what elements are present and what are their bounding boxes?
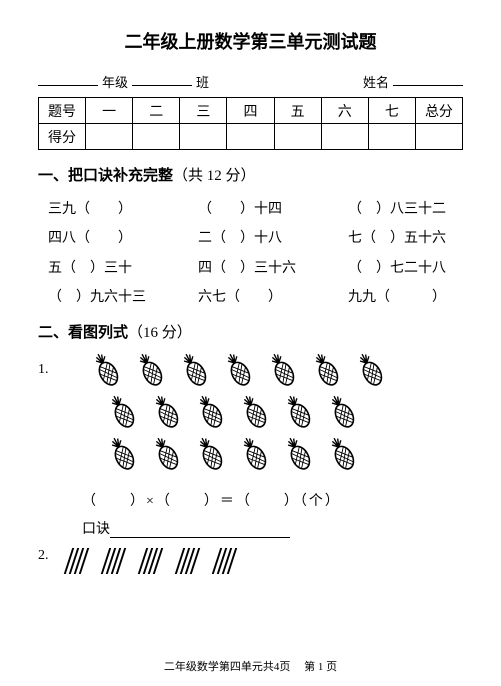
item2-label: 2. bbox=[38, 548, 62, 564]
q1-cell: （ ）九六十三 bbox=[48, 283, 198, 312]
section2-heading-bold: 二、看图列式 bbox=[38, 325, 128, 341]
pineapple-icon bbox=[240, 394, 270, 432]
footer-right: 第 1 页 bbox=[304, 661, 337, 673]
q1-cell: 四（ ）三十六 bbox=[198, 254, 348, 283]
cell bbox=[86, 124, 133, 150]
section1-heading: 一、把口诀补充完整（共 12 分） bbox=[38, 164, 463, 185]
pineapple-icon bbox=[224, 352, 254, 390]
section1-heading-rest: （共 12 分） bbox=[173, 168, 256, 184]
equation-line: （ ）×（ ）＝（ ）（个） bbox=[82, 490, 463, 510]
q1-cell: 六七（ ） bbox=[198, 283, 348, 312]
item1-row: 1. bbox=[38, 352, 463, 478]
pineapple-icon bbox=[268, 352, 298, 390]
name-blank bbox=[393, 72, 463, 86]
cell: 一 bbox=[86, 98, 133, 124]
cell bbox=[180, 124, 227, 150]
cell bbox=[368, 124, 415, 150]
q1-cell: 九九（ ） bbox=[348, 283, 463, 312]
table-row: 得分 bbox=[39, 124, 463, 150]
koujue-line: 口诀 bbox=[82, 518, 463, 538]
pineapple-icon bbox=[180, 352, 210, 390]
pineapple-icon bbox=[240, 436, 270, 474]
item2-row: 2. bbox=[38, 548, 463, 574]
pineapple-icon bbox=[196, 436, 226, 474]
pineapple-icon bbox=[152, 394, 182, 432]
sticks-figure bbox=[68, 548, 233, 574]
page-footer: 二年级数学第四单元共4页 第 1 页 bbox=[0, 658, 501, 674]
page-title: 二年级上册数学第三单元测试题 bbox=[38, 28, 463, 54]
q1-cell: 四八（ ） bbox=[48, 224, 198, 253]
pineapple-icon bbox=[328, 394, 358, 432]
pineapple-row bbox=[108, 436, 463, 474]
section2-heading-rest: （16 分） bbox=[128, 325, 192, 341]
q1-cell: 三九（ ） bbox=[48, 195, 198, 224]
table-row: 题号 一 二 三 四 五 六 七 总分 bbox=[39, 98, 463, 124]
cell bbox=[415, 124, 462, 150]
q1-cell: 五（ ）三十 bbox=[48, 254, 198, 283]
stick-group bbox=[68, 548, 85, 574]
class-label: 班 bbox=[196, 72, 209, 91]
section2-heading: 二、看图列式（16 分） bbox=[38, 321, 463, 342]
cell: 题号 bbox=[39, 98, 86, 124]
q1-cell: 二（ ）十八 bbox=[198, 224, 348, 253]
stick-group bbox=[142, 548, 159, 574]
koujue-label: 口诀 bbox=[82, 518, 110, 538]
cell bbox=[321, 124, 368, 150]
cell: 六 bbox=[321, 98, 368, 124]
q1-row: 三九（ ）（ ）十四（ ）八三十二 bbox=[48, 195, 463, 224]
cell: 三 bbox=[180, 98, 227, 124]
score-table: 题号 一 二 三 四 五 六 七 总分 得分 bbox=[38, 97, 463, 150]
cell: 得分 bbox=[39, 124, 86, 150]
stick-group bbox=[216, 548, 233, 574]
pineapple-icon bbox=[136, 352, 166, 390]
cell: 二 bbox=[133, 98, 180, 124]
pineapple-icon bbox=[92, 352, 122, 390]
grade-blank bbox=[38, 72, 98, 86]
pineapple-row bbox=[92, 352, 463, 390]
cell: 四 bbox=[227, 98, 274, 124]
q1-cell: （ ）十四 bbox=[198, 195, 348, 224]
q1-row: 四八（ ）二（ ）十八七（ ）五十六 bbox=[48, 224, 463, 253]
q1-cell: （ ）八三十二 bbox=[348, 195, 463, 224]
pineapple-icon bbox=[356, 352, 386, 390]
section1-heading-bold: 一、把口诀补充完整 bbox=[38, 168, 173, 184]
stick-group bbox=[179, 548, 196, 574]
name-label: 姓名 bbox=[363, 72, 389, 91]
pineapple-icon bbox=[284, 394, 314, 432]
koujue-blank bbox=[110, 524, 290, 538]
pineapple-icon bbox=[196, 394, 226, 432]
q1-cell: 七（ ）五十六 bbox=[348, 224, 463, 253]
class-blank bbox=[132, 72, 192, 86]
cell: 总分 bbox=[415, 98, 462, 124]
footer-left: 二年级数学第四单元共4页 bbox=[164, 661, 291, 673]
cell: 七 bbox=[368, 98, 415, 124]
pineapple-icon bbox=[312, 352, 342, 390]
cell bbox=[274, 124, 321, 150]
grade-label: 年级 bbox=[102, 72, 128, 91]
cell bbox=[133, 124, 180, 150]
stick-group bbox=[105, 548, 122, 574]
pineapple-row bbox=[108, 394, 463, 432]
section1-grid: 三九（ ）（ ）十四（ ）八三十二四八（ ）二（ ）十八七（ ）五十六五（ ）三… bbox=[38, 195, 463, 313]
student-info-line: 年级 班 姓名 bbox=[38, 72, 463, 91]
cell: 五 bbox=[274, 98, 321, 124]
pineapple-figure bbox=[62, 352, 463, 478]
q1-row: （ ）九六十三六七（ ）九九（ ） bbox=[48, 283, 463, 312]
pineapple-icon bbox=[152, 436, 182, 474]
q1-cell: （ ）七二十八 bbox=[348, 254, 463, 283]
pineapple-icon bbox=[108, 394, 138, 432]
pineapple-icon bbox=[328, 436, 358, 474]
q1-row: 五（ ）三十四（ ）三十六（ ）七二十八 bbox=[48, 254, 463, 283]
pineapple-icon bbox=[108, 436, 138, 474]
pineapple-icon bbox=[284, 436, 314, 474]
item1-label: 1. bbox=[38, 362, 62, 378]
cell bbox=[227, 124, 274, 150]
